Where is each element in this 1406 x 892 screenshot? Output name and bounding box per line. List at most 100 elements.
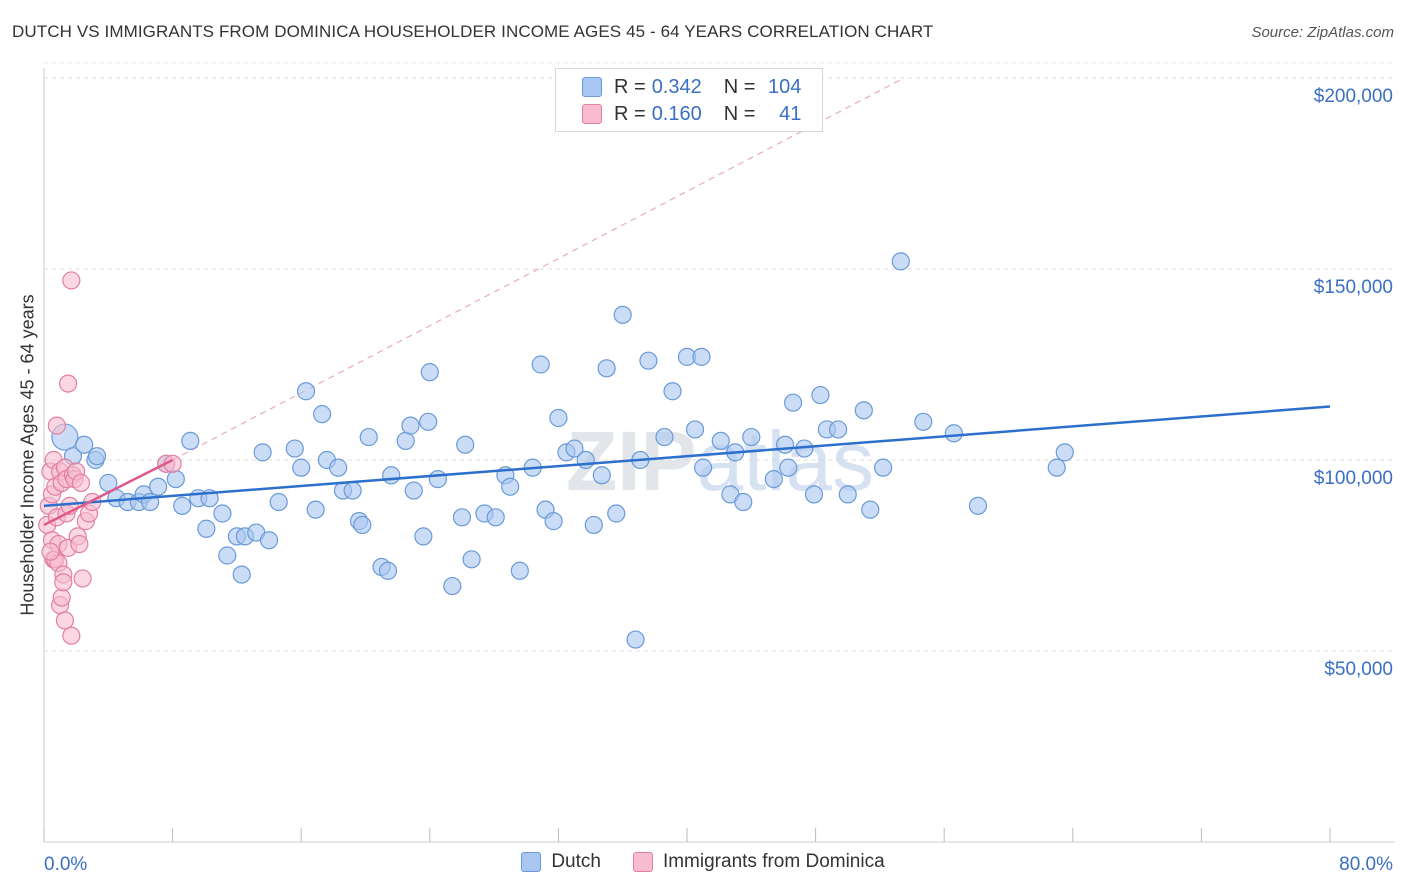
dutch-point <box>404 481 423 500</box>
dutch-point <box>396 431 415 450</box>
dutch-point <box>75 435 94 454</box>
dutch-point <box>592 466 611 485</box>
legend-n-label: N = <box>723 75 756 98</box>
dutch-point <box>549 408 568 428</box>
dutch-point <box>607 504 626 523</box>
dutch-point <box>329 458 348 477</box>
y-tick-label: $150,000 <box>1314 277 1393 298</box>
legend-swatch-dutch <box>521 852 542 872</box>
legend-item-dominica[interactable]: Immigrants from Dominica <box>632 851 885 873</box>
dutch-point <box>343 481 362 500</box>
legend-r-value: 0.160 <box>651 102 702 125</box>
legend-n-value: 41 <box>779 102 802 125</box>
dutch-point <box>626 630 645 649</box>
dominica-point <box>47 416 66 435</box>
y-tick-label: $200,000 <box>1314 86 1393 107</box>
dutch-point <box>1055 443 1074 462</box>
source-label: Source: ZipAtlas.com <box>1251 24 1394 41</box>
dutch-point <box>775 435 795 454</box>
dutch-point <box>213 504 232 523</box>
dominica-point <box>62 626 81 645</box>
dutch-point <box>779 458 798 477</box>
legend-item-dutch[interactable]: Dutch <box>521 851 601 873</box>
dutch-point <box>531 355 550 374</box>
dutch-point <box>292 458 311 477</box>
dutch-point <box>359 427 378 447</box>
dutch-point <box>968 496 988 515</box>
legend-r-label: R = <box>614 102 646 125</box>
dominica-point <box>59 374 78 393</box>
dutch-point <box>428 470 447 489</box>
dutch-point <box>306 500 325 519</box>
dutch-point <box>87 447 107 466</box>
trend-line-dutch <box>43 405 1331 508</box>
dominica-point <box>54 573 73 592</box>
dominica-point <box>55 611 74 630</box>
dutch-point <box>296 382 316 401</box>
trend-line-dominica <box>43 458 174 527</box>
dutch-point <box>804 485 824 504</box>
legend-n-label: N = <box>723 102 756 125</box>
dominica-point <box>62 271 81 290</box>
legend-label-dominica: Immigrants from Dominica <box>662 851 885 872</box>
dutch-point <box>378 561 398 580</box>
legend-row-dominica: R = 0.160 N = 41 <box>582 100 801 128</box>
chart-title: DUTCH VS IMMIGRANTS FROM DOMINICA HOUSEH… <box>12 22 934 41</box>
dominica-point <box>41 542 60 561</box>
legend-swatch-dominica <box>632 852 653 872</box>
dutch-point <box>419 412 438 431</box>
dutch-point <box>742 427 761 447</box>
dutch-point <box>944 424 963 443</box>
dutch-point <box>711 431 730 450</box>
dutch-point <box>693 458 713 477</box>
dutch-point <box>838 485 857 504</box>
dutch-point <box>1047 458 1066 477</box>
dutch-point <box>382 466 401 485</box>
y-tick-label: $50,000 <box>1324 659 1393 680</box>
x-tick-label: 0.0% <box>44 854 87 875</box>
dutch-point <box>811 385 830 405</box>
dutch-point <box>655 427 674 447</box>
dutch-point <box>854 401 873 420</box>
dominica-point <box>70 534 89 554</box>
legend-swatch-dutch <box>582 77 602 97</box>
dutch-point <box>353 515 372 535</box>
dutch-point <box>149 477 168 496</box>
trend-line-dominica-extended <box>172 77 905 461</box>
y-axis-label: Householder Income Ages 45 - 64 years <box>17 294 38 616</box>
dominica-point <box>52 588 71 607</box>
axes <box>43 68 1395 843</box>
dutch-point <box>544 512 563 531</box>
grid-lines <box>44 62 1395 652</box>
dutch-point <box>181 431 200 450</box>
dutch-point <box>166 470 185 489</box>
dutch-point <box>456 435 475 454</box>
dutch-point <box>312 405 332 424</box>
dutch-point <box>783 393 803 412</box>
dutch-point <box>565 439 584 458</box>
dutch-point <box>692 347 711 366</box>
dutch-point <box>613 305 632 324</box>
dutch-point <box>414 527 433 546</box>
series-legend: Dutch Immigrants from Dominica <box>0 851 1406 873</box>
trend-extended-dominica <box>172 77 905 461</box>
dutch-point <box>232 565 251 584</box>
correlation-legend: R = 0.342 N = 104 R = 0.160 N = 41 <box>555 68 823 132</box>
dominica-point <box>71 473 91 493</box>
dutch-point <box>639 351 658 370</box>
dutch-point <box>874 458 893 477</box>
dutch-point <box>173 496 192 515</box>
dutch-point <box>269 492 288 512</box>
dutch-point <box>829 420 848 439</box>
dutch-point <box>685 420 705 439</box>
x-tick-labels: 0.0% 80.0% <box>44 854 1393 875</box>
series-dutch-points <box>51 252 1074 649</box>
dutch-point <box>443 576 462 596</box>
y-tick-labels: $50,000 $100,000 $150,000 $200,000 <box>1314 86 1393 680</box>
legend-row-dutch: R = 0.342 N = 104 <box>582 73 801 101</box>
dutch-point <box>218 546 237 565</box>
legend-n-value: 104 <box>768 75 802 98</box>
dutch-point <box>891 252 910 271</box>
series-dominica-points <box>38 271 182 645</box>
